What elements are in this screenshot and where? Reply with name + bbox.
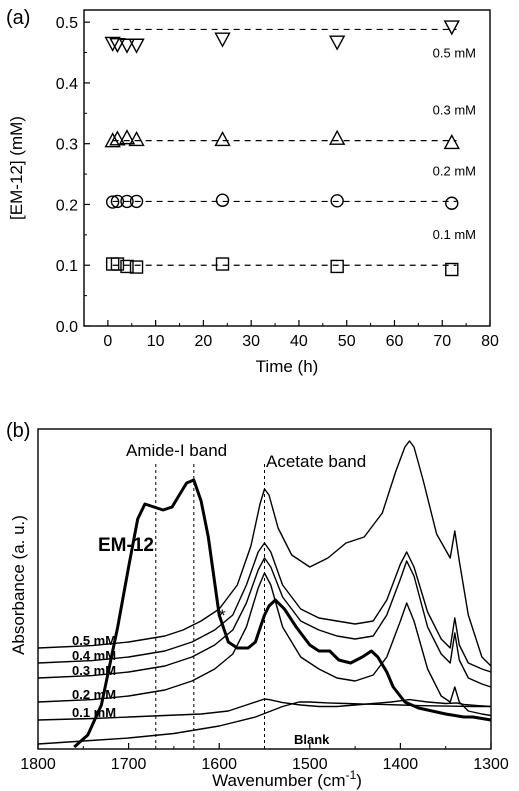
- series-label: 0.2 mM: [433, 163, 476, 178]
- data-point-triangle-up: [118, 129, 136, 145]
- data-point-triangle-up: [109, 130, 126, 146]
- acetate-band-label: Acetate band: [266, 452, 366, 471]
- panel-b-x-tick-label: 1700: [111, 756, 147, 773]
- panel-b-concentration-labels: 0.5 mM0.4 mM0.3 mM 0.2 mM 0.1 mM: [72, 633, 116, 720]
- data-point-triangle-down: [214, 32, 231, 48]
- panel-a-plot-frame: [83, 9, 491, 327]
- panel-b-label: (b): [6, 420, 30, 442]
- panel-b-x-axis: 1800 1700 1600 1500 1400 1300: [20, 743, 509, 773]
- spectrum-0-1-mm: [37, 698, 492, 721]
- panel-a-x-tick-label: 80: [481, 333, 499, 350]
- spectrum-0-2-mm: [37, 572, 492, 717]
- panel-b-spectra: [37, 440, 492, 749]
- data-point-square: [129, 260, 144, 274]
- data-point-triangle-down: [104, 36, 121, 52]
- data-point-circle: [120, 194, 134, 209]
- data-point-square: [120, 259, 134, 274]
- panel-a-x-tick-label: 20: [195, 333, 213, 350]
- panel-a-y-axis: 0.0 0.1 0.2 0.3 0.4 0.5: [56, 15, 90, 336]
- concentration-label: 0.3 mM: [72, 663, 116, 678]
- panel-a-y-tick-label: 0.4: [56, 76, 78, 93]
- blank-label: Blank: [294, 732, 330, 747]
- panel-a-label: (a): [6, 7, 30, 29]
- panel-a-y-tick-label: 0.5: [56, 15, 78, 32]
- panel-b: (b) 1800 1700 1600 1500 1400 1300 0.5 mM0.4 m…: [6, 420, 509, 790]
- data-point-triangle-down: [118, 38, 136, 54]
- panel-a-data-points: [104, 20, 460, 277]
- data-point-triangle-down: [128, 38, 145, 54]
- panel-b-x-tick-label: 1800: [20, 756, 56, 773]
- panel-a-y-tick-label: 0.2: [56, 197, 78, 214]
- spectrum-0-4-mm: [37, 542, 492, 673]
- panel-a-y-tick-label: 0.1: [56, 258, 78, 275]
- data-point-square: [215, 257, 230, 271]
- panel-b-x-tick-label: 1400: [383, 756, 419, 773]
- panel-a-x-tick-label: 60: [386, 333, 404, 350]
- data-point-triangle-up: [328, 129, 346, 145]
- concentration-label: 0.2 mM: [72, 687, 116, 702]
- spectrum-em-12: [73, 478, 492, 749]
- series-label: 0.3 mM: [433, 103, 476, 118]
- concentration-label: 0.4 mM: [72, 648, 116, 663]
- data-point-triangle-up: [104, 132, 121, 148]
- panel-a-x-tick-label: 70: [433, 333, 451, 350]
- data-point-square: [105, 257, 120, 271]
- panel-a-x-axis: 0 10 20 30 40 50 60 70 80: [103, 320, 499, 350]
- series-label: 0.5 mM: [433, 45, 476, 60]
- concentration-label: 0.1 mM: [72, 705, 116, 720]
- spectrum-blank: [37, 701, 491, 745]
- asterisk-label: *: [219, 606, 226, 625]
- panel-a: (a) 0 10 20 30 40 50 60 70 80 0.0 0.1 0.2 0.3 0.4 0.5…: [6, 7, 499, 376]
- panel-a-x-tick-label: 10: [147, 333, 165, 350]
- data-point-triangle-up: [443, 134, 460, 150]
- panel-b-y-axis-title: Absorbance (a. u.): [9, 515, 28, 655]
- panel-a-x-tick-label: 0: [103, 333, 112, 350]
- data-point-triangle-up: [128, 130, 145, 147]
- panel-a-y-tick-label: 0.0: [56, 319, 78, 336]
- panel-b-x-tick-label: 1300: [473, 756, 509, 773]
- data-point-triangle-down: [328, 35, 346, 51]
- panel-a-y-tick-label: 0.3: [56, 137, 78, 154]
- data-point-square: [110, 257, 125, 271]
- em12-label: EM-12: [98, 535, 154, 556]
- data-point-triangle-down: [109, 37, 126, 54]
- spectrum-0-3-mm: [37, 557, 492, 688]
- data-point-circle: [129, 194, 144, 209]
- data-point-square: [330, 259, 344, 274]
- panel-a-y-axis-title: [EM-12] (mM): [7, 116, 26, 220]
- amide-band-label: Amide-I band: [126, 441, 227, 460]
- data-point-square: [445, 262, 459, 277]
- panel-a-series-labels: 0.1 mM 0.2 mM 0.3 mM 0.5 mM: [433, 45, 476, 242]
- data-point-circle: [330, 194, 344, 208]
- panel-b-x-tick-label: 1600: [201, 756, 237, 773]
- panel-a-fit-lines: [112, 28, 457, 266]
- panel-a-x-tick-label: 50: [338, 333, 356, 350]
- data-point-circle: [110, 194, 125, 209]
- panel-b-x-tick-label: 1500: [292, 756, 328, 773]
- panel-a-x-tick-label: 30: [242, 333, 260, 350]
- panel-b-x-axis-title: Wavenumber (cm-1): [212, 768, 362, 790]
- concentration-label: 0.5 mM: [72, 633, 116, 648]
- panel-a-x-axis-title: Time (h): [256, 357, 319, 376]
- data-point-circle: [105, 195, 120, 209]
- data-point-circle: [445, 196, 459, 210]
- spectrum-0-5-mm: [37, 440, 492, 667]
- data-point-circle: [215, 193, 230, 207]
- series-label: 0.1 mM: [433, 227, 476, 242]
- data-point-triangle-down: [443, 20, 460, 36]
- data-point-triangle-up: [214, 130, 231, 147]
- panel-a-x-tick-label: 40: [290, 333, 308, 350]
